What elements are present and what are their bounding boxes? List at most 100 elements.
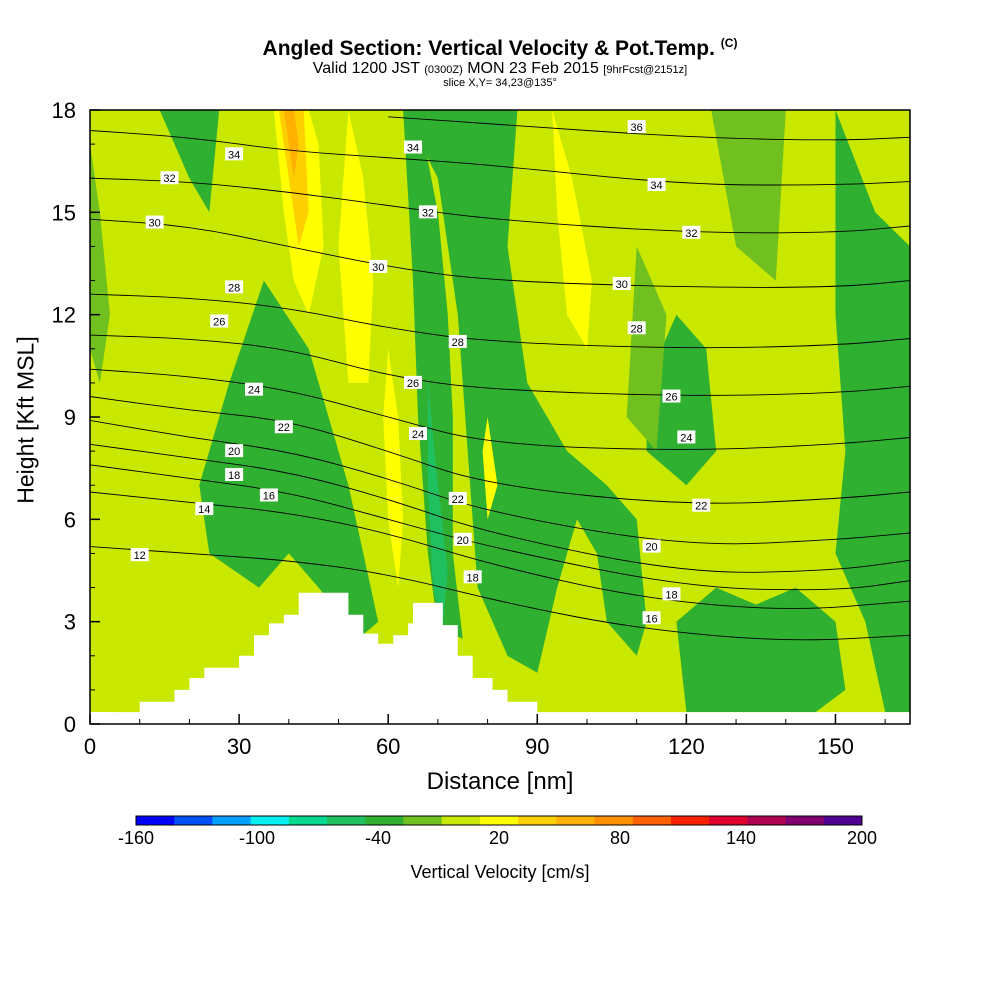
colorbar: -160 -100 -40 20 80 140 200 xyxy=(118,815,877,848)
velocity-region xyxy=(199,280,379,639)
contour-label-bg xyxy=(453,532,472,546)
contour-label-text: 30 xyxy=(148,218,160,230)
contour-label-text: 34 xyxy=(650,180,662,192)
colorbar-swatch xyxy=(136,816,175,825)
contour-label-text: 28 xyxy=(631,323,643,335)
velocity-region xyxy=(552,110,592,349)
theta-contour-12 xyxy=(90,546,910,641)
contour-label: 24 xyxy=(409,427,427,441)
theta-contour-26 xyxy=(90,334,910,396)
contour-label-text: 20 xyxy=(645,542,657,554)
contour-label: 28 xyxy=(627,321,646,335)
contour-label-bg xyxy=(677,430,696,444)
chart-subtitle: Valid 1200 JST (0300Z) MON 23 Feb 2015 [… xyxy=(0,60,1000,78)
contour-label: 22 xyxy=(692,498,711,513)
contour-label: 32 xyxy=(418,205,437,219)
contour-label: 26 xyxy=(662,389,681,404)
contour-label-text: 30 xyxy=(372,262,384,274)
velocity-field xyxy=(90,110,910,713)
contour-label-text: 26 xyxy=(213,316,225,328)
contour-label-bg xyxy=(448,334,467,348)
contour-label: 20 xyxy=(225,444,244,458)
contour-label-text: 26 xyxy=(665,392,677,404)
colorbar-swatch xyxy=(823,816,863,825)
colorbar-swatch xyxy=(785,816,825,825)
theta-contour-24 xyxy=(90,368,910,450)
contour-label-bg xyxy=(369,259,388,273)
y-tick-label: 15 xyxy=(52,200,76,225)
velocity-region xyxy=(676,587,846,713)
contour-label: 18 xyxy=(225,467,244,482)
title-tag: (C) xyxy=(720,36,738,50)
contour-label-bg xyxy=(225,467,244,481)
x-tick-label: 150 xyxy=(817,734,854,759)
contour-label-text: 18 xyxy=(228,470,240,482)
contour-label-bg xyxy=(418,205,437,219)
contour-label: 16 xyxy=(259,488,278,502)
contour-label-text: 28 xyxy=(228,282,240,294)
contour-label-text: 20 xyxy=(228,446,240,458)
contour-label-text: 24 xyxy=(412,429,424,441)
velocity-region xyxy=(283,110,299,179)
contour-label-bg xyxy=(274,420,293,434)
colorbar-tick-label: -160 xyxy=(118,828,154,848)
contour-label: 28 xyxy=(225,280,244,294)
subtitle-date: MON 23 Feb 2015 xyxy=(467,60,599,77)
x-tick-label: 90 xyxy=(525,734,549,759)
contour-label: 24 xyxy=(677,430,696,444)
contour-label: 16 xyxy=(642,611,661,625)
velocity-region xyxy=(427,382,448,626)
contour-label-text: 22 xyxy=(278,422,290,434)
theta-contour-14 xyxy=(90,491,910,609)
contour-label-bg xyxy=(409,427,427,441)
contour-label-bg xyxy=(259,488,278,502)
contour-label-text: 28 xyxy=(452,337,464,349)
x-tick-label: 0 xyxy=(84,734,96,759)
contour-label-bg xyxy=(642,539,661,553)
velocity-region xyxy=(338,110,374,383)
velocity-region xyxy=(403,110,463,639)
contour-label-bg xyxy=(145,215,164,229)
contour-label-bg xyxy=(160,171,179,185)
theta-contour-16 xyxy=(90,464,910,591)
contour-label-text: 24 xyxy=(248,385,260,397)
theta-contour-34 xyxy=(90,130,910,186)
colorbar-swatch xyxy=(212,816,251,825)
contour-label-text: 26 xyxy=(407,378,419,390)
contour-label: 18 xyxy=(662,587,681,601)
contour-label-text: 22 xyxy=(452,494,464,506)
contour-label-text: 18 xyxy=(665,589,677,601)
y-axis-label: Height [Kft MSL] xyxy=(12,336,39,504)
contour-label-bg xyxy=(225,280,244,294)
contour-label-text: 16 xyxy=(263,490,275,502)
contour-label-text: 18 xyxy=(467,572,479,584)
contour-label-bg xyxy=(662,389,681,403)
theta-contour-22 xyxy=(90,396,910,504)
colorbar-swatch xyxy=(594,816,634,825)
contour-label: 20 xyxy=(453,532,472,547)
colorbar-swatch xyxy=(747,816,786,825)
terrain xyxy=(90,592,910,724)
contour-label-text: 22 xyxy=(695,501,707,513)
contour-label: 34 xyxy=(404,140,423,155)
theta-contour-30 xyxy=(90,218,910,288)
colorbar-swatch xyxy=(518,816,557,825)
contour-label-bg xyxy=(662,587,681,601)
contour-label-bg xyxy=(245,382,263,396)
contour-label: 34 xyxy=(225,147,244,161)
contour-label: 26 xyxy=(210,314,229,328)
contour-label-bg xyxy=(612,276,631,290)
colorbar-tick-label: 80 xyxy=(610,828,630,848)
y-tick-label: 9 xyxy=(64,405,76,430)
colorbar-swatch xyxy=(709,816,748,825)
contour-label-bg xyxy=(642,611,661,625)
contour-label-text: 34 xyxy=(228,149,240,161)
x-tick-label: 60 xyxy=(376,734,400,759)
contour-label-text: 34 xyxy=(407,143,419,155)
contour-label-bg xyxy=(448,491,467,505)
contour-label: 22 xyxy=(448,491,467,506)
colorbar-swatch xyxy=(288,816,328,825)
y-axis: 0 3 6 9 12 15 18 xyxy=(52,98,100,737)
contour-label: 24 xyxy=(245,382,263,397)
